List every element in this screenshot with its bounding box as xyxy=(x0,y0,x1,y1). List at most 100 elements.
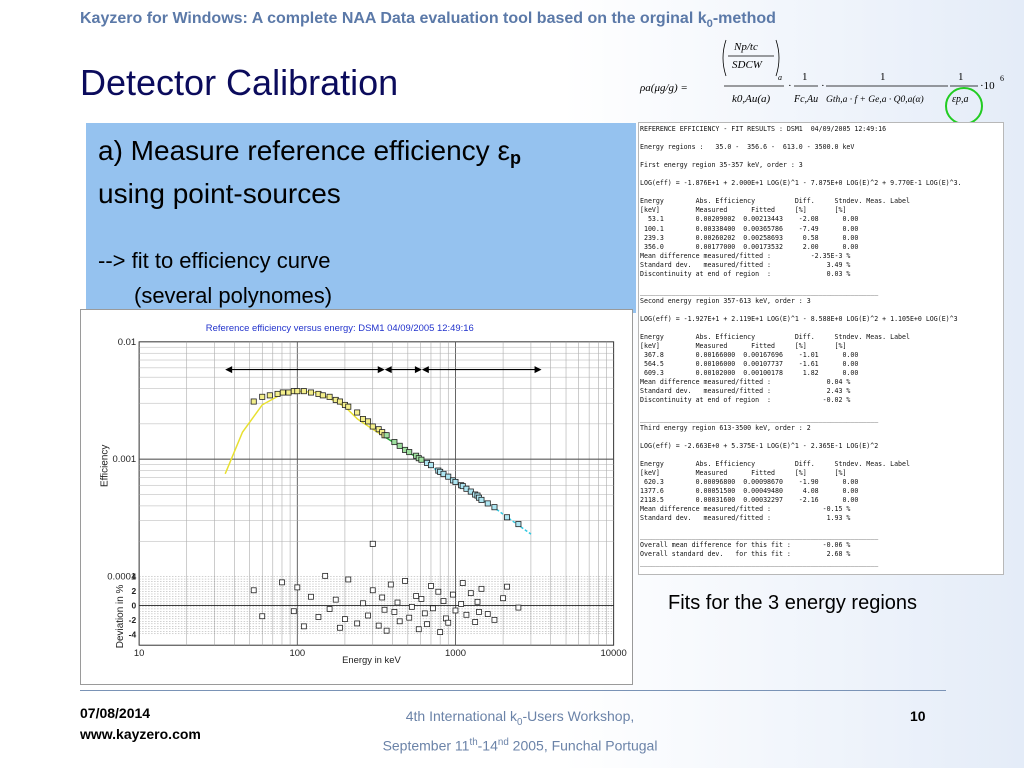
deviation-point xyxy=(478,585,485,592)
deviation-point xyxy=(435,588,442,595)
deviation-point xyxy=(381,606,388,613)
deviation-point xyxy=(259,613,266,620)
data-point xyxy=(259,393,266,400)
data-point xyxy=(515,521,522,528)
region-arrow-head xyxy=(377,366,385,374)
deviation-point xyxy=(360,600,366,607)
data-point xyxy=(406,449,413,456)
svg-text:·: · xyxy=(788,80,792,92)
formula-fc: Fc,Au xyxy=(793,94,818,105)
region-arrow-head xyxy=(421,366,429,374)
deviation-point xyxy=(332,596,339,603)
slide-header: Kayzero for Windows: A complete NAA Data… xyxy=(80,10,776,31)
data-point xyxy=(336,398,343,405)
deviation-point xyxy=(391,609,398,615)
chart-points xyxy=(250,388,522,547)
deviation-point xyxy=(379,594,386,601)
deviation-point xyxy=(452,607,459,614)
deviation-axis-label: Deviation in % xyxy=(115,585,126,649)
deviation-point xyxy=(421,610,428,617)
data-point xyxy=(484,500,491,507)
deviation-point xyxy=(354,620,361,627)
region-arrow-head xyxy=(534,366,542,374)
slide-title: Detector Calibration xyxy=(80,62,399,103)
deviation-point xyxy=(375,622,382,629)
deviation-point xyxy=(394,599,401,606)
deviation-point xyxy=(445,619,452,626)
deviation-point xyxy=(294,584,301,591)
deviation-point xyxy=(459,580,466,586)
x-tick-label: 10 xyxy=(134,648,145,659)
deviation-tick-label: -2 xyxy=(129,615,137,625)
deviation-point xyxy=(408,603,415,610)
deviation-point xyxy=(430,605,436,612)
formula-one-3: 1 xyxy=(958,71,964,83)
deviation-point xyxy=(383,627,390,634)
deviation-point xyxy=(472,619,479,625)
deviation-point xyxy=(322,572,329,579)
deviation-point xyxy=(337,624,343,631)
svg-text:·: · xyxy=(821,80,825,92)
y-tick-label: 0.001 xyxy=(113,454,137,465)
data-point xyxy=(354,409,361,416)
efficiency-chart: Reference efficiency versus energy: DSM1… xyxy=(80,309,633,685)
deviation-point xyxy=(396,618,403,625)
deviation-point xyxy=(365,612,371,619)
plot-area xyxy=(138,341,615,646)
data-point xyxy=(359,416,366,422)
footer-date: 07/08/2014 xyxy=(80,705,151,721)
deviation-point xyxy=(504,583,510,590)
data-point xyxy=(369,423,376,430)
data-point xyxy=(300,388,307,395)
formula-np: Np/tc xyxy=(733,41,758,53)
region-arrow-head xyxy=(384,366,392,374)
page-number: 10 xyxy=(910,708,926,724)
formula-sub-a: a xyxy=(778,73,782,82)
deviation-point xyxy=(279,579,285,586)
y-tick-label: 0.01 xyxy=(118,337,136,348)
deviation-point xyxy=(402,578,408,584)
deviation-tick-label: -4 xyxy=(129,629,137,639)
deviation-point xyxy=(440,598,447,604)
data-point xyxy=(445,473,452,480)
formula-pow: ·10 xyxy=(980,80,995,92)
formula-sdcw: SDCW xyxy=(732,59,763,71)
data-point xyxy=(383,432,390,439)
fit-note: --> fit to efficiency curve xyxy=(98,248,331,273)
data-point xyxy=(319,392,326,399)
fit-curve xyxy=(224,390,386,475)
formula-eps: εp,a xyxy=(952,94,968,105)
data-point xyxy=(427,462,434,469)
outlier-point xyxy=(369,540,376,547)
data-point xyxy=(396,442,403,449)
data-point xyxy=(391,439,398,446)
deviation-point xyxy=(406,614,413,621)
deviation-panel xyxy=(139,572,614,635)
footer-website: www.kayzero.com xyxy=(80,726,201,742)
region-arrow-head xyxy=(225,366,233,374)
deviation-point xyxy=(463,611,470,618)
data-point xyxy=(491,504,498,511)
deviation-point xyxy=(450,591,456,598)
deviation-point xyxy=(250,587,257,594)
y-tick-label: 0.0001 xyxy=(107,572,136,583)
data-point xyxy=(365,418,372,425)
data-point xyxy=(279,389,286,396)
deviation-point xyxy=(387,581,394,588)
deviation-point xyxy=(458,601,465,607)
results-caption: Fits for the 3 energy regions xyxy=(668,592,918,614)
data-point xyxy=(418,456,425,463)
deviation-point xyxy=(467,590,474,597)
data-point xyxy=(250,398,257,405)
x-tick-label: 100 xyxy=(289,648,305,659)
formula-gth: Gth,a · f + Ge,a · Q0,a(α) xyxy=(826,94,924,105)
deviation-point xyxy=(369,587,376,594)
formula-one-2: 1 xyxy=(880,71,886,83)
deviation-point xyxy=(428,583,434,589)
data-point xyxy=(285,389,292,396)
deviation-point xyxy=(491,616,498,623)
step-a-box xyxy=(86,123,636,313)
deviation-point xyxy=(326,606,333,612)
deviation-point xyxy=(342,616,348,623)
data-point xyxy=(478,496,485,503)
